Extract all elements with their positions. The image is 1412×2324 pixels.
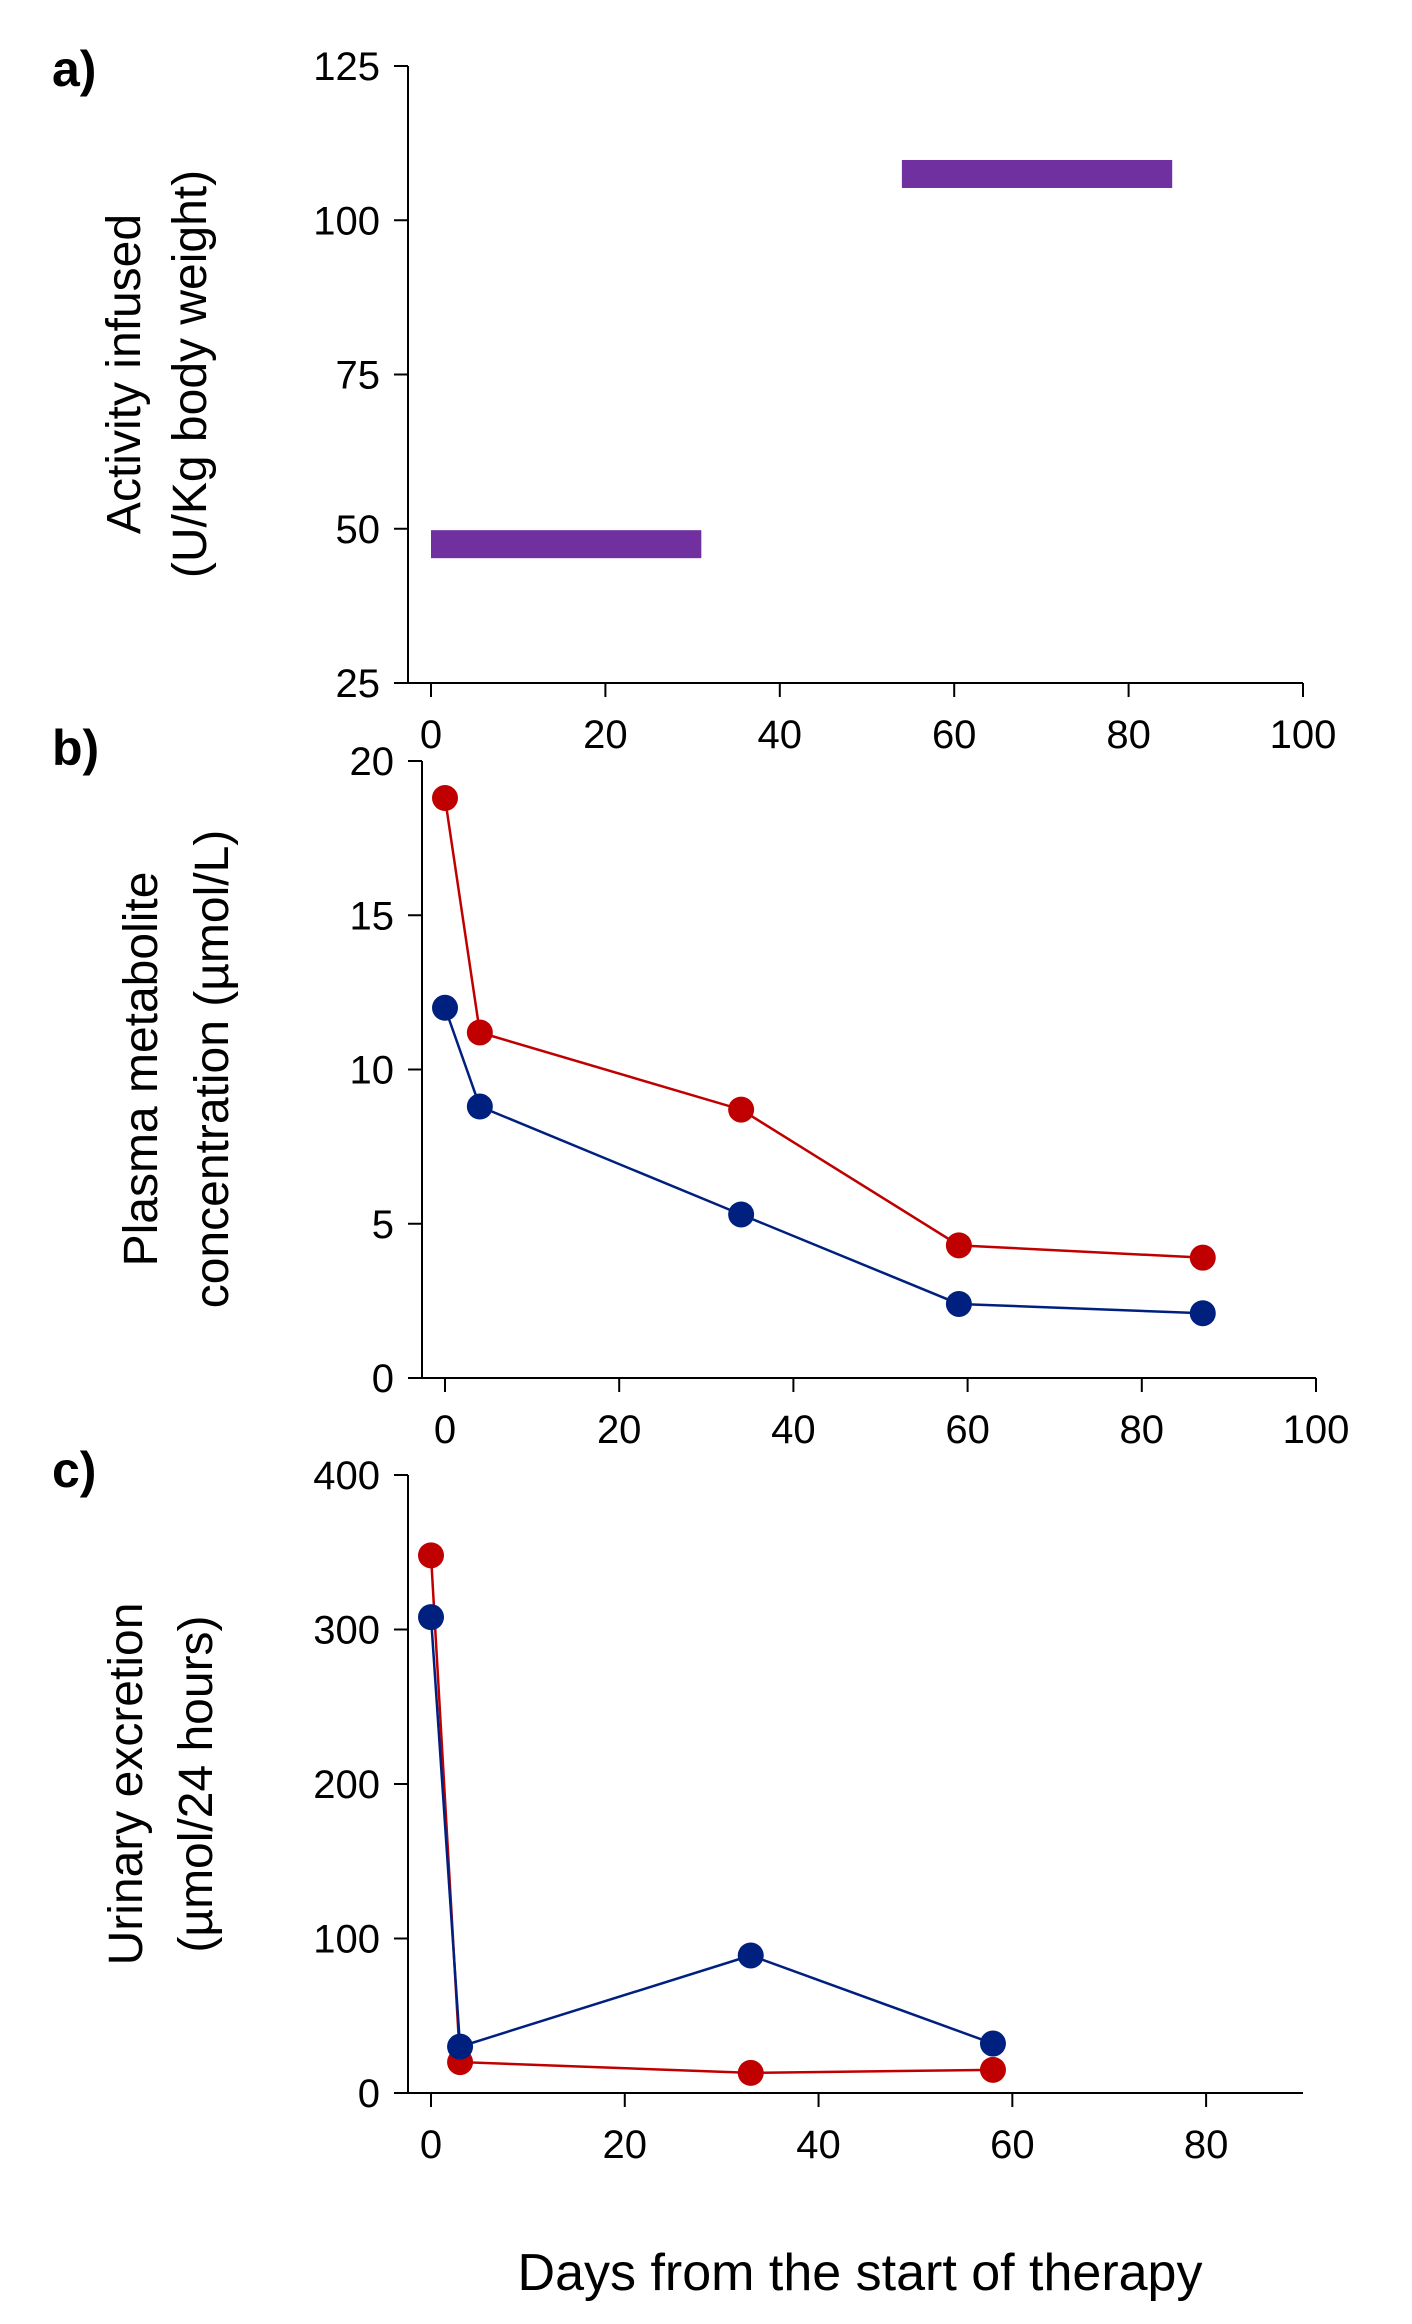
data-point bbox=[979, 2056, 1006, 2083]
y-tick-label: 0 bbox=[372, 1357, 394, 1401]
x-tick-label: 100 bbox=[1283, 1408, 1350, 1452]
y-tick-label: 0 bbox=[358, 2072, 380, 2116]
data-point bbox=[1189, 1300, 1216, 1327]
y-tick-label: 300 bbox=[313, 1609, 380, 1653]
y-tick-label: 100 bbox=[313, 1918, 380, 1962]
y-tick-label: 200 bbox=[313, 1763, 380, 1807]
y-axis-label: Urinary excretion bbox=[100, 1603, 153, 1966]
panel-a-label: a) bbox=[52, 41, 96, 97]
data-point bbox=[1189, 1244, 1216, 1271]
x-tick-label: 60 bbox=[945, 1408, 990, 1452]
y-axis-label: (U/Kg body weight) bbox=[164, 170, 217, 578]
y-tick-label: 15 bbox=[350, 894, 395, 938]
data-point bbox=[737, 2059, 764, 2086]
x-tick-label: 0 bbox=[420, 2123, 442, 2167]
panel-b: b) 0 5 10 15 20 0 20 40 60 80 100 Plasma metabolite… bbox=[52, 720, 1349, 1452]
x-tick-label: 80 bbox=[1120, 1408, 1165, 1452]
panel-a: a) 25 50 75 100 125 0 20 40 60 80 100 Activity infu… bbox=[52, 41, 1336, 757]
x-tick-label: 0 bbox=[420, 713, 442, 757]
data-point bbox=[979, 2030, 1006, 2057]
x-tick-label: 40 bbox=[771, 1408, 816, 1452]
y-axis-label: Activity infused bbox=[98, 214, 151, 534]
y-tick-label: 100 bbox=[313, 199, 380, 243]
y-tick-label: 75 bbox=[336, 354, 381, 398]
x-tick-label: 100 bbox=[1270, 713, 1337, 757]
data-point bbox=[728, 1201, 755, 1228]
data-point bbox=[418, 1604, 444, 1631]
y-tick-label: 5 bbox=[372, 1203, 394, 1247]
x-tick-label: 40 bbox=[758, 713, 803, 757]
series-line bbox=[429, 1555, 993, 2075]
x-tick-label: 20 bbox=[603, 2123, 648, 2167]
y-tick-label: 400 bbox=[313, 1454, 380, 1498]
x-tick-label: 60 bbox=[990, 2123, 1035, 2167]
y-axis-label: (µmol/24 hours) bbox=[170, 1615, 223, 1952]
data-point bbox=[945, 1232, 972, 1259]
data-point bbox=[728, 1096, 755, 1123]
y-tick-label: 20 bbox=[350, 740, 395, 784]
dose-bar-1 bbox=[431, 530, 702, 559]
x-tick-label: 20 bbox=[597, 1408, 642, 1452]
x-tick-label: 20 bbox=[583, 713, 628, 757]
series-line bbox=[443, 797, 1203, 1259]
data-point bbox=[418, 1542, 444, 1569]
x-tick-label: 0 bbox=[434, 1408, 456, 1452]
data-point bbox=[432, 994, 458, 1021]
panel-c: c) 0 100 200 300 400 0 20 40 60 80 Urinary excreti… bbox=[52, 1442, 1303, 2302]
y-tick-label: 125 bbox=[313, 45, 380, 89]
panel-b-label: b) bbox=[52, 720, 99, 776]
data-point bbox=[447, 2033, 474, 2060]
data-point bbox=[466, 1093, 493, 1120]
dose-bar-2 bbox=[901, 159, 1173, 188]
x-axis-label: Days from the start of therapy bbox=[518, 2244, 1203, 2302]
data-point bbox=[432, 785, 458, 812]
y-axis-label: Plasma metabolite bbox=[115, 872, 168, 1267]
y-tick-label: 10 bbox=[350, 1049, 395, 1093]
series-line bbox=[429, 1617, 994, 2049]
y-tick-label: 50 bbox=[336, 508, 381, 552]
y-axis-label: concentration (µmol/L) bbox=[186, 830, 239, 1309]
x-tick-label: 60 bbox=[932, 713, 977, 757]
panel-c-label: c) bbox=[52, 1442, 96, 1498]
data-point bbox=[737, 1942, 764, 1969]
data-point bbox=[466, 1019, 493, 1046]
x-tick-label: 40 bbox=[796, 2123, 841, 2167]
data-point bbox=[945, 1290, 972, 1317]
x-tick-label: 80 bbox=[1106, 713, 1151, 757]
y-tick-label: 25 bbox=[336, 662, 381, 706]
x-tick-label: 80 bbox=[1184, 2123, 1229, 2167]
